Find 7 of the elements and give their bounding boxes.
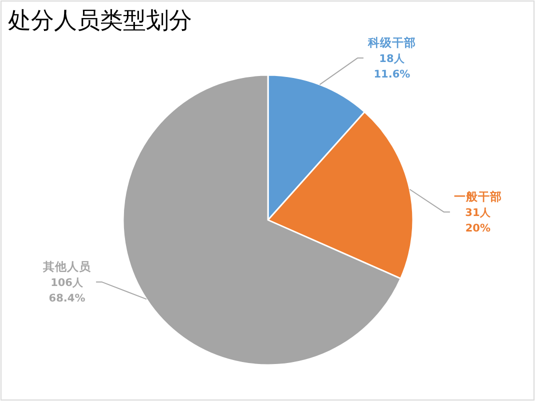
- data-label: 18人 11.6%: [374, 53, 411, 81]
- chart-title: 处分人员类型划分: [8, 8, 192, 34]
- data-label: 106人 68.4%: [48, 277, 86, 305]
- data-label: 31人 20%: [465, 207, 492, 235]
- slice-label: 其他人员: [42, 260, 92, 274]
- slice-label: 科级干部: [366, 36, 416, 50]
- slice-label: 一般干部: [454, 190, 502, 204]
